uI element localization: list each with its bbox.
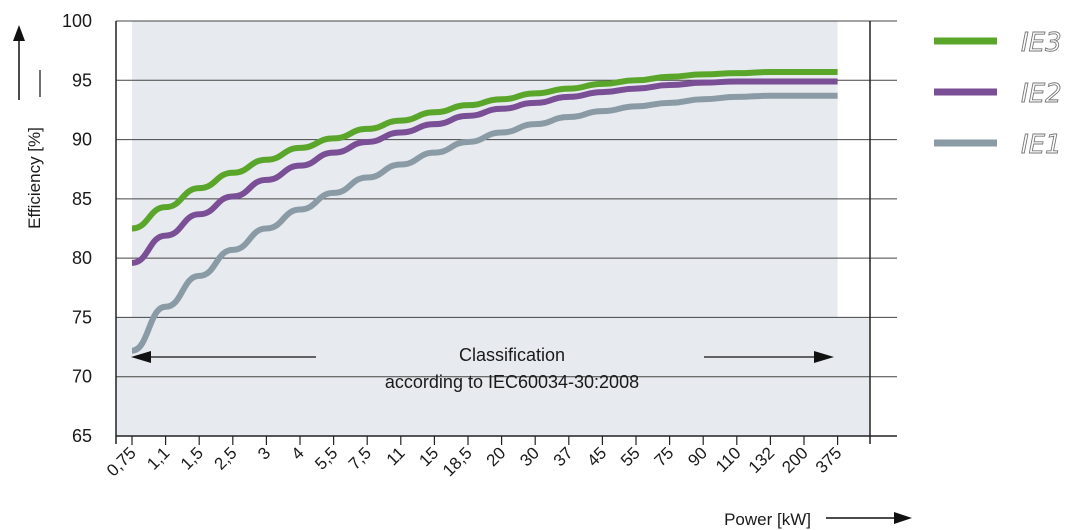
- annotation-line2: according to IEC60034-30:2008: [385, 372, 639, 392]
- legend-label-IE1: IE1: [1021, 130, 1062, 160]
- x-tick-label: 3: [254, 443, 274, 463]
- y-arrow-head: [13, 25, 25, 41]
- x-tick-label: 0,75: [103, 443, 140, 480]
- x-tick-label: 375: [812, 443, 845, 476]
- x-tick-label: 90: [684, 443, 711, 470]
- y-tick-label: 65: [72, 426, 92, 446]
- x-tick-label: 7,5: [345, 443, 375, 473]
- y-tick-label: 70: [72, 367, 92, 387]
- x-axis-title: Power [kW]: [724, 510, 811, 529]
- y-tick-label: 80: [72, 248, 92, 268]
- classification-arrow-right-head: [814, 351, 834, 363]
- y-axis-title: Efficiency [%]: [25, 127, 44, 229]
- x-tick-label: 75: [651, 443, 678, 470]
- y-tick-label: 75: [72, 307, 92, 327]
- y-tick-label: 90: [72, 130, 92, 150]
- x-tick-label: 1,5: [177, 443, 207, 473]
- series-line-IE3: [131, 68, 838, 232]
- x-arrow-head: [894, 512, 912, 524]
- x-tick-label: 4: [288, 443, 308, 463]
- classification-arrow-left-head: [131, 351, 151, 363]
- y-tick-label: 100: [62, 11, 92, 31]
- y-tick-label: 85: [72, 189, 92, 209]
- x-tick-label: 18,5: [439, 443, 476, 480]
- x-tick-label: 37: [550, 443, 577, 470]
- x-tick-label: 45: [583, 443, 610, 470]
- x-tick-label: 132: [745, 443, 778, 476]
- legend-label-IE2: IE2: [1021, 79, 1062, 109]
- x-tick-label: 11: [383, 443, 409, 469]
- y-tick-label: 95: [72, 70, 92, 90]
- series-line-IE1: [131, 92, 838, 354]
- x-tick-label: 110: [712, 443, 745, 476]
- legend-label-IE3: IE3: [1021, 28, 1062, 58]
- x-tick-label: 2,5: [210, 443, 240, 473]
- x-tick-label: 30: [516, 443, 543, 470]
- x-tick-label: 200: [778, 443, 811, 476]
- x-tick-label: 5,5: [311, 443, 341, 473]
- x-tick-label: 15: [415, 443, 442, 470]
- x-tick-label: 20: [483, 443, 510, 470]
- series-line-IE2: [131, 78, 838, 266]
- x-tick-label: 1,1: [143, 443, 173, 473]
- x-tick-label: 55: [617, 443, 644, 470]
- annotation-line1: Classification: [459, 345, 565, 365]
